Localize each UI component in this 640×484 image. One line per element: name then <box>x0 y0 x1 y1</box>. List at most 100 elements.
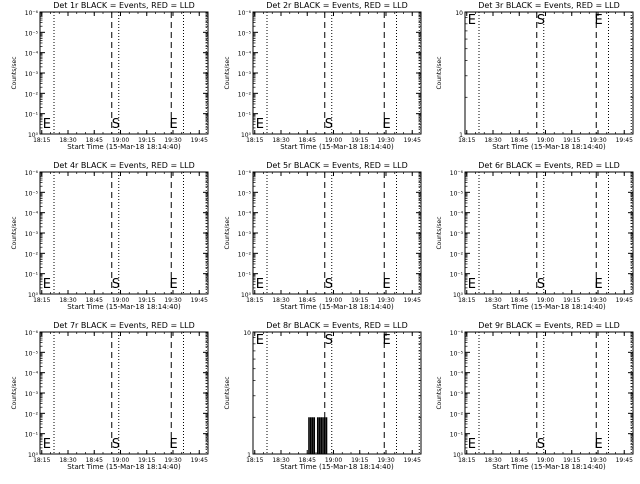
x-tick-label: 18:30 <box>272 137 289 144</box>
marker-e: E <box>256 277 264 292</box>
panel-3: Det 3r BLACK = Events, RED = LLD Counts/s… <box>436 1 634 151</box>
marker-s: S <box>325 117 333 132</box>
x-tick-label: 19:15 <box>351 457 368 464</box>
y-tick-label: 10⁻⁶ <box>25 170 39 177</box>
x-tick-label: 19:30 <box>164 457 181 464</box>
marker-e: E <box>383 117 391 132</box>
panel-2: Det 2r BLACK = Events, RED = LLD Counts/s… <box>224 1 422 151</box>
marker-e: E <box>43 437 51 452</box>
panel-8: Det 8r BLACK = Events, RED = LLD Counts/s… <box>224 321 422 471</box>
x-tick-label: 19:30 <box>164 137 181 144</box>
marker-e: E <box>170 277 178 292</box>
y-tick-label: 10⁻⁵ <box>25 30 39 37</box>
x-tick-label: 18:30 <box>484 137 501 144</box>
x-tick-label: 18:45 <box>299 297 316 304</box>
y-tick-label: 10⁻¹ <box>25 272 39 279</box>
marker-s: S <box>112 117 120 132</box>
y-tick-label: 10⁻⁶ <box>25 330 39 337</box>
x-tick-label: 19:15 <box>563 457 580 464</box>
x-tick-label: 19:45 <box>191 137 208 144</box>
marker-s: S <box>325 333 333 348</box>
x-tick-label: 18:45 <box>511 457 528 464</box>
y-tick-label: 10⁰ <box>241 132 252 139</box>
x-tick-label: 18:30 <box>484 297 501 304</box>
plot-frame <box>39 171 209 295</box>
x-tick-label: 19:15 <box>138 137 155 144</box>
x-tick-label: 19:00 <box>537 137 554 144</box>
y-tick-label: 10⁻¹ <box>25 112 39 119</box>
x-axis-label: Start Time (15-Mar-18 18:14:40) <box>280 463 394 471</box>
x-tick-label: 19:00 <box>325 137 342 144</box>
y-tick-label: 10⁻⁵ <box>238 190 252 197</box>
y-tick-label: 10⁻³ <box>25 231 39 238</box>
y-tick-label: 10⁻⁴ <box>25 371 39 378</box>
bar <box>322 417 324 454</box>
x-tick-label: 18:30 <box>272 457 289 464</box>
y-tick-label: 10⁻¹ <box>450 432 464 439</box>
y-tick-label: 10⁻³ <box>25 71 39 78</box>
y-axis-label: Counts/sec <box>11 56 18 89</box>
x-tick-label: 19:00 <box>112 297 129 304</box>
panel-title: Det 9r BLACK = Events, RED = LLD <box>478 321 620 330</box>
y-tick-label: 10⁻⁶ <box>450 330 464 337</box>
x-axis-label: Start Time (15-Mar-18 18:14:40) <box>492 463 606 471</box>
y-tick-label: 1 <box>459 132 463 139</box>
plot-frame <box>252 331 422 455</box>
x-tick-label: 18:45 <box>86 297 103 304</box>
x-tick-label: 19:00 <box>325 297 342 304</box>
x-tick-label: 18:45 <box>299 137 316 144</box>
x-tick-label: 19:00 <box>112 457 129 464</box>
x-tick-label: 19:15 <box>563 137 580 144</box>
x-tick-label: 18:15 <box>458 297 475 304</box>
bar <box>320 417 323 454</box>
x-tick-label: 18:15 <box>458 457 475 464</box>
x-tick-label: 18:45 <box>86 457 103 464</box>
marker-e: E <box>256 117 264 132</box>
y-tick-label: 10⁻³ <box>25 391 39 398</box>
y-tick-label: 10⁻⁴ <box>238 51 252 58</box>
y-tick-label: 10⁻² <box>450 411 464 418</box>
y-tick-label: 10⁻⁵ <box>25 350 39 357</box>
x-tick-label: 19:30 <box>589 297 606 304</box>
panel-title: Det 3r BLACK = Events, RED = LLD <box>478 1 620 10</box>
y-axis-label: Counts/sec <box>11 216 18 249</box>
y-tick-label: 10⁻⁶ <box>25 10 39 17</box>
plot-frame <box>252 171 422 295</box>
plot-frame <box>39 11 209 135</box>
marker-e: E <box>595 277 603 292</box>
x-tick-label: 18:45 <box>511 137 528 144</box>
y-tick-label: 10⁻⁶ <box>450 170 464 177</box>
y-tick-label: 10⁻⁵ <box>25 190 39 197</box>
y-tick-label: 10⁻⁴ <box>450 371 464 378</box>
bar <box>318 417 321 454</box>
plot-frame <box>252 11 422 135</box>
y-tick-label: 10⁻⁴ <box>25 211 39 218</box>
marker-e: E <box>256 333 264 348</box>
x-axis-label: Start Time (15-Mar-18 18:14:40) <box>67 303 181 311</box>
x-tick-label: 19:15 <box>138 297 155 304</box>
marker-e: E <box>383 277 391 292</box>
x-tick-label: 19:00 <box>537 457 554 464</box>
bar <box>325 417 328 454</box>
y-tick-label: 10⁰ <box>28 452 39 459</box>
y-tick-label: 10⁻³ <box>450 391 464 398</box>
x-tick-label: 18:15 <box>458 137 475 144</box>
panel-title: Det 6r BLACK = Events, RED = LLD <box>478 161 620 170</box>
panel-5: Det 5r BLACK = Events, RED = LLD Counts/s… <box>224 161 422 311</box>
plot-frame <box>39 331 209 455</box>
x-axis-label: Start Time (15-Mar-18 18:14:40) <box>67 143 181 151</box>
panel-title: Det 8r BLACK = Events, RED = LLD <box>266 321 408 330</box>
y-tick-label: 1 <box>247 452 251 459</box>
x-tick-label: 18:15 <box>246 297 263 304</box>
x-axis-label: Start Time (15-Mar-18 18:14:40) <box>492 143 606 151</box>
x-tick-label: 19:15 <box>138 457 155 464</box>
x-tick-label: 19:45 <box>191 297 208 304</box>
x-tick-label: 18:15 <box>246 137 263 144</box>
x-tick-label: 18:30 <box>59 297 76 304</box>
bar <box>309 417 312 454</box>
y-axis-label: Counts/sec <box>436 376 443 409</box>
y-tick-label: 10⁻⁴ <box>25 51 39 58</box>
x-tick-label: 18:30 <box>59 137 76 144</box>
x-tick-label: 19:15 <box>351 137 368 144</box>
